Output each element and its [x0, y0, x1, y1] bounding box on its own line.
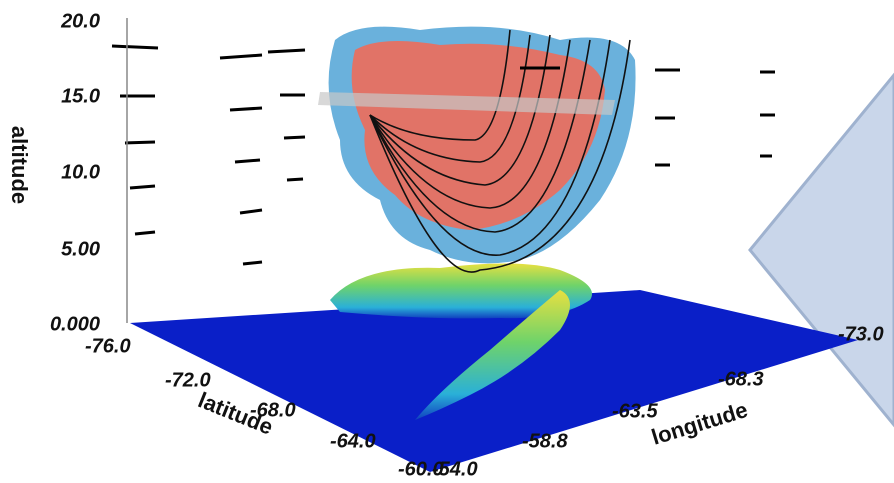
axis-label: altitude [7, 126, 32, 204]
visualization: altitude 20.0 15.0 10.0 5.00 0.000 -76.0… [0, 0, 894, 483]
tick-label: 10.0 [61, 161, 100, 183]
tick-label: -64.0 [330, 430, 376, 452]
tick-label: -63.5 [612, 400, 658, 422]
tick-label: -76.0 [85, 335, 131, 357]
tick-label: 20.0 [60, 10, 100, 32]
side-panel [750, 75, 894, 425]
tick-label: -73.0 [838, 323, 884, 345]
tick-label: -68.3 [718, 368, 764, 390]
tick-label: -54.0 [432, 458, 478, 480]
tick-label: -58.8 [522, 430, 568, 452]
axis-label: latitude [195, 387, 277, 439]
tick-label: 5.00 [61, 238, 100, 260]
tick-label: 15.0 [61, 85, 100, 107]
axis-label: longitude [649, 397, 751, 450]
tick-label: 0.000 [50, 313, 100, 335]
